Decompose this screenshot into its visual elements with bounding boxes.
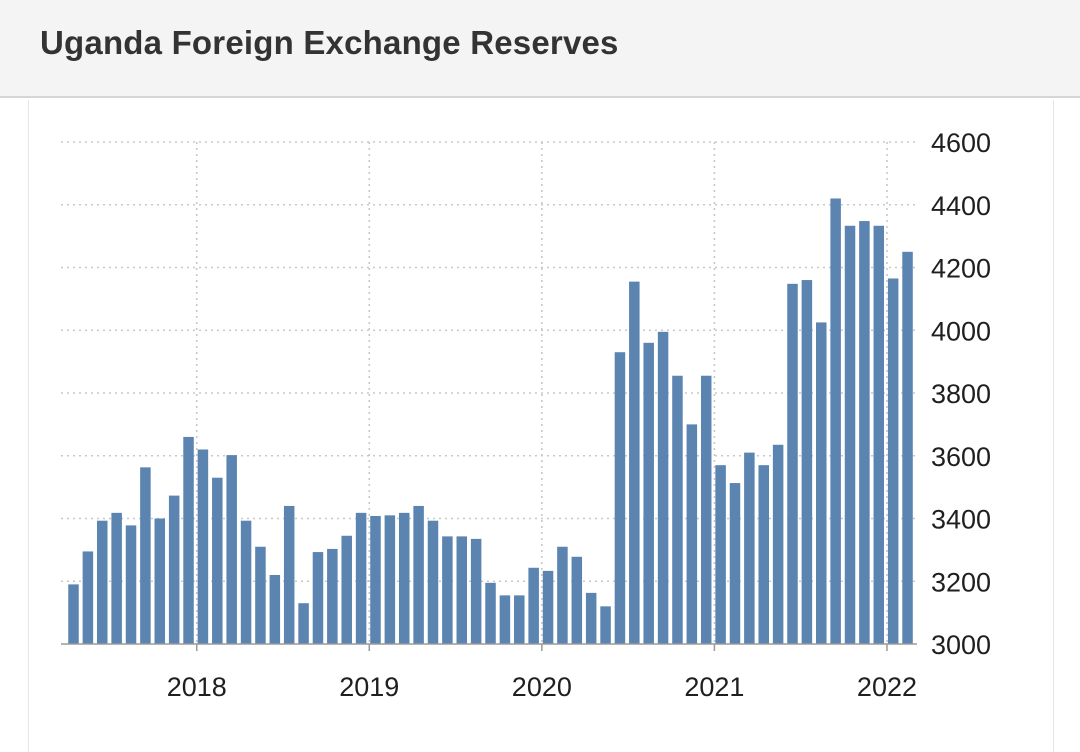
bar[interactable] [758,465,769,644]
bar[interactable] [657,331,669,644]
bar[interactable] [212,477,223,644]
x-tick-label: 2021 [684,672,744,702]
bar[interactable] [528,567,539,644]
y-tick-labels: 3000 3200 3400 3600 3800 4000 4200 4400 4600 [931,128,991,660]
bar[interactable] [772,444,784,644]
bar[interactable] [700,375,712,644]
bar[interactable] [283,505,295,644]
bar[interactable] [600,606,611,644]
bar[interactable] [240,520,252,644]
bar[interactable] [355,512,367,644]
bar[interactable] [197,449,209,644]
bar[interactable] [470,538,482,644]
x-tick-label: 2022 [857,672,917,702]
bar[interactable] [787,283,798,644]
bar[interactable] [298,603,309,644]
bar[interactable] [887,278,899,644]
bar[interactable] [327,548,338,644]
x-tick-labels: 2018 2019 2020 2021 2022 [167,672,917,702]
y-tick-label: 4600 [931,128,991,158]
page-title: Uganda Foreign Exchange Reserves [40,24,619,61]
y-tick-label: 4400 [931,191,991,221]
bar[interactable] [859,221,870,644]
bar[interactable] [97,520,108,644]
bars [68,198,913,645]
bar[interactable] [542,570,554,644]
bar[interactable] [629,281,640,644]
chart-panel: 3000 3200 3400 3600 3800 4000 4200 4400 4600 201… [28,100,1054,752]
y-tick-label: 3200 [931,567,991,597]
bar[interactable] [715,465,726,644]
bar[interactable] [729,483,741,644]
bar[interactable] [255,546,266,644]
bar[interactable] [341,535,352,644]
bar[interactable] [111,512,122,644]
bar[interactable] [370,515,381,644]
bar[interactable] [557,546,568,644]
bar[interactable] [514,595,525,644]
bar[interactable] [140,467,151,644]
bar[interactable] [816,322,827,644]
bar[interactable] [844,225,856,644]
header-bar: Uganda Foreign Exchange Reserves [0,0,1080,98]
bar[interactable] [269,574,281,644]
y-tick-label: 4000 [931,316,991,346]
bar[interactable] [398,512,410,644]
y-tick-label: 3000 [931,630,991,660]
y-tick-label: 3800 [931,379,991,409]
y-tick-label: 3600 [931,442,991,472]
bar[interactable] [168,495,180,644]
bar[interactable] [830,198,841,644]
bar[interactable] [686,424,698,645]
bar-chart: 3000 3200 3400 3600 3800 4000 4200 4400 4600 201… [61,128,991,702]
bar[interactable] [499,595,511,644]
bar[interactable] [413,505,424,644]
bar[interactable] [744,452,755,644]
bar[interactable] [442,536,453,644]
x-tick-label: 2019 [339,672,399,702]
bar[interactable] [183,436,194,644]
bar[interactable] [312,552,324,644]
bar[interactable] [873,225,885,644]
bar[interactable] [68,584,79,644]
bar[interactable] [571,556,583,644]
bar[interactable] [585,592,597,644]
axis-lines [61,643,917,651]
bar[interactable] [427,520,439,644]
y-tick-label: 3400 [931,505,991,535]
bar[interactable] [125,525,137,644]
bar[interactable] [643,342,654,644]
bar[interactable] [672,375,683,644]
x-tick-label: 2018 [167,672,227,702]
bar[interactable] [614,352,626,644]
bar[interactable] [82,551,94,644]
bar[interactable] [226,455,237,644]
bar[interactable] [154,518,166,645]
bar[interactable] [456,536,468,644]
x-tick-label: 2020 [512,672,572,702]
bar[interactable] [384,515,396,644]
bar[interactable] [485,582,496,644]
y-tick-label: 4200 [931,254,991,284]
bar[interactable] [902,251,913,644]
bar[interactable] [801,280,813,644]
